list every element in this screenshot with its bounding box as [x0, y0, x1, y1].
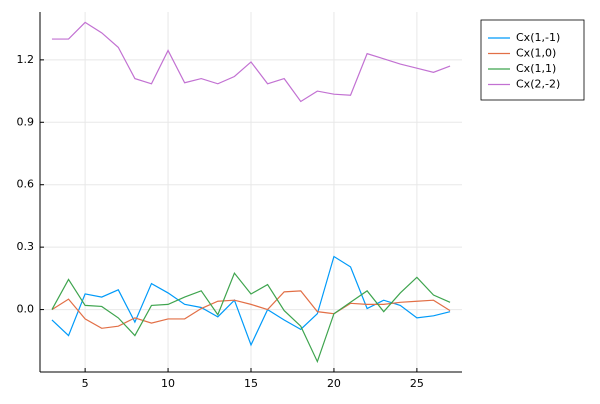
series-line	[51, 21, 451, 103]
y-tick-label: 0.6	[17, 178, 35, 191]
x-tick-label: 5	[82, 377, 89, 390]
legend-label: Cx(1,1)	[516, 62, 556, 75]
y-tick-label: 0.0	[17, 303, 35, 316]
x-tick-label: 15	[244, 377, 258, 390]
x-tick-label: 25	[410, 377, 424, 390]
y-tick-label: 1.2	[17, 53, 35, 66]
legend: Cx(1,-1) Cx(1,0) Cx(1,1) Cx(2,-2)	[480, 19, 585, 101]
legend-label: Cx(1,0)	[516, 47, 556, 60]
legend-label: Cx(1,-1)	[516, 31, 560, 44]
legend-box	[480, 19, 585, 101]
y-tick-label: 0.9	[17, 115, 35, 128]
x-tick-label: 10	[161, 377, 175, 390]
series-line	[51, 290, 451, 329]
x-tick-label: 20	[327, 377, 341, 390]
series-line	[51, 255, 451, 347]
legend-label: Cx(2,-2)	[516, 78, 560, 91]
series-line	[51, 271, 451, 364]
y-tick-label: 0.3	[17, 240, 35, 253]
